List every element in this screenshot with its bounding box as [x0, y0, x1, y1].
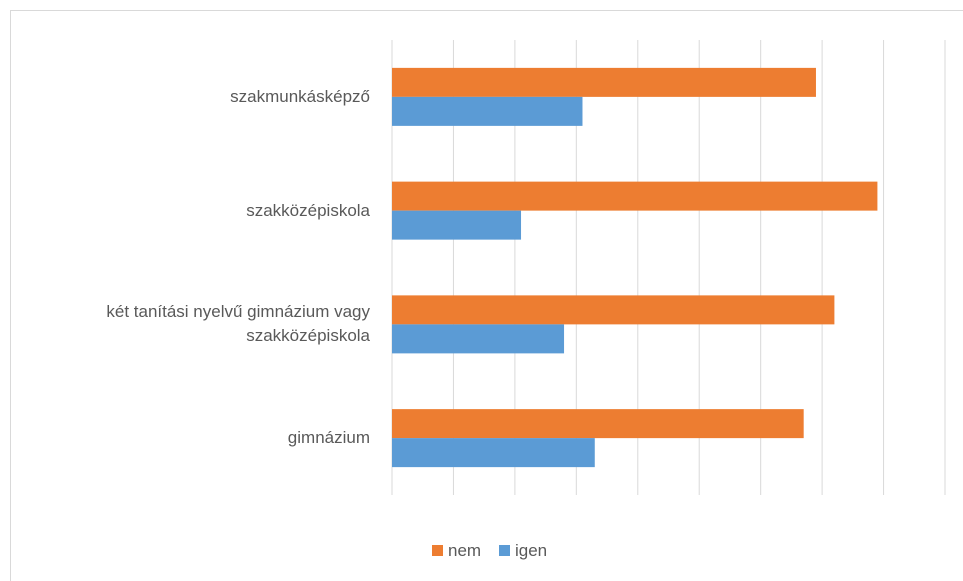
legend-swatch [432, 545, 443, 556]
y-tick-label: szakközépiskola [246, 200, 370, 220]
legend-label: nem [448, 541, 482, 560]
bar [392, 438, 595, 468]
legend-swatch [499, 545, 510, 556]
y-tick-label: gimnázium [287, 428, 370, 448]
chart-frame [10, 10, 963, 581]
legend-label: igen [515, 541, 548, 560]
bar [392, 210, 522, 240]
bar [392, 181, 878, 211]
y-tick-label: két tanítási nyelvű gimnázium vagy szakk… [106, 302, 370, 346]
bar [392, 295, 835, 325]
bar [392, 409, 804, 439]
y-tick-label: szakmunkásképző [230, 86, 370, 106]
bar [392, 324, 565, 354]
bar [392, 96, 583, 126]
bar [392, 67, 816, 97]
